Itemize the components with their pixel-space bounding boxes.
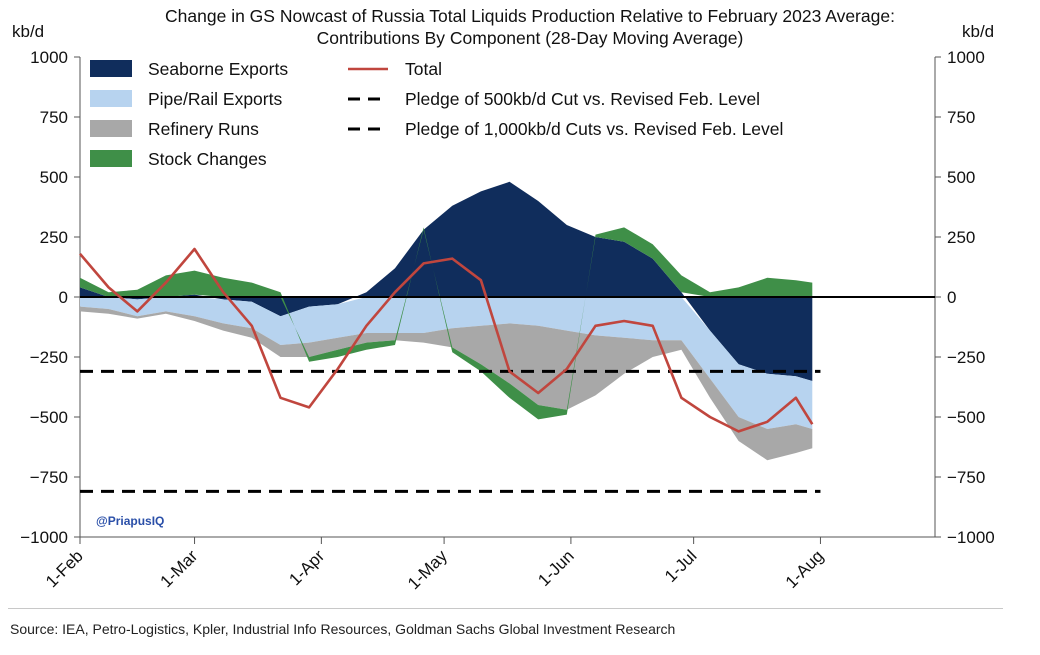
y-tick-label-right: 0 bbox=[947, 288, 956, 307]
legend-label-reference: Pledge of 500kb/d Cut vs. Revised Feb. L… bbox=[405, 89, 760, 109]
y-tick-label-right: 750 bbox=[947, 108, 975, 127]
x-tick-label: 1-Apr bbox=[285, 546, 328, 589]
legend-label: Pipe/Rail Exports bbox=[148, 89, 282, 109]
y-tick-label-right: 250 bbox=[947, 228, 975, 247]
area-stock-changes bbox=[80, 227, 813, 420]
y-tick-label-left: −500 bbox=[30, 408, 68, 427]
chart-title-line-1: Change in GS Nowcast of Russia Total Liq… bbox=[165, 6, 895, 26]
y-tick-label-left: 250 bbox=[40, 228, 68, 247]
x-tick-label: 1-Jun bbox=[534, 546, 578, 590]
legend-label-total: Total bbox=[405, 59, 442, 79]
watermark: @PriapusIQ bbox=[96, 514, 165, 528]
area-pipe-rail-exports bbox=[80, 297, 813, 429]
x-tick-label: 1-Feb bbox=[42, 546, 87, 591]
y-tick-label-right: −1000 bbox=[947, 528, 995, 547]
y-tick-label-left: 0 bbox=[59, 288, 68, 307]
stacked-areas bbox=[80, 181, 813, 461]
y-tick-label-left: −250 bbox=[30, 348, 68, 367]
source-divider bbox=[8, 608, 1003, 609]
y-tick-label-right: 1000 bbox=[947, 48, 985, 67]
y-tick-label-right: −250 bbox=[947, 348, 985, 367]
y-tick-label-left: −750 bbox=[30, 468, 68, 487]
y-tick-label-left: 500 bbox=[40, 168, 68, 187]
right-axis-unit: kb/d bbox=[962, 22, 995, 41]
area-seaborne-exports bbox=[80, 181, 813, 381]
legend-swatch bbox=[90, 60, 132, 77]
y-tick-label-left: 750 bbox=[40, 108, 68, 127]
x-tick-label: 1-May bbox=[404, 546, 451, 593]
chart-title-line-2: Contributions By Component (28-Day Movin… bbox=[316, 28, 744, 48]
y-tick-label-left: 1000 bbox=[30, 48, 68, 67]
total-line bbox=[79, 247, 814, 433]
legend-label-reference: Pledge of 1,000kb/d Cuts vs. Revised Feb… bbox=[405, 119, 783, 139]
area-refinery-runs bbox=[80, 306, 813, 461]
left-axis-unit: kb/d bbox=[12, 22, 45, 41]
y-tick-label-right: 500 bbox=[947, 168, 975, 187]
legend: Seaborne Exports Pipe/Rail Exports Refiner… bbox=[90, 59, 783, 169]
x-tick-label: 1-Aug bbox=[782, 546, 828, 592]
source-note: Source: IEA, Petro-Logistics, Kpler, Ind… bbox=[10, 621, 676, 637]
y-tick-label-right: −750 bbox=[947, 468, 985, 487]
x-tick-label: 1-Mar bbox=[157, 546, 202, 591]
legend-label: Seaborne Exports bbox=[148, 59, 288, 79]
legend-swatch bbox=[90, 120, 132, 137]
legend-label: Stock Changes bbox=[148, 149, 267, 169]
legend-swatch bbox=[90, 150, 132, 167]
y-tick-label-right: −500 bbox=[947, 408, 985, 427]
legend-label: Refinery Runs bbox=[148, 119, 259, 139]
legend-swatch bbox=[90, 90, 132, 107]
y-tick-label-left: −1000 bbox=[20, 528, 68, 547]
x-tick-label: 1-Jul bbox=[661, 546, 700, 585]
